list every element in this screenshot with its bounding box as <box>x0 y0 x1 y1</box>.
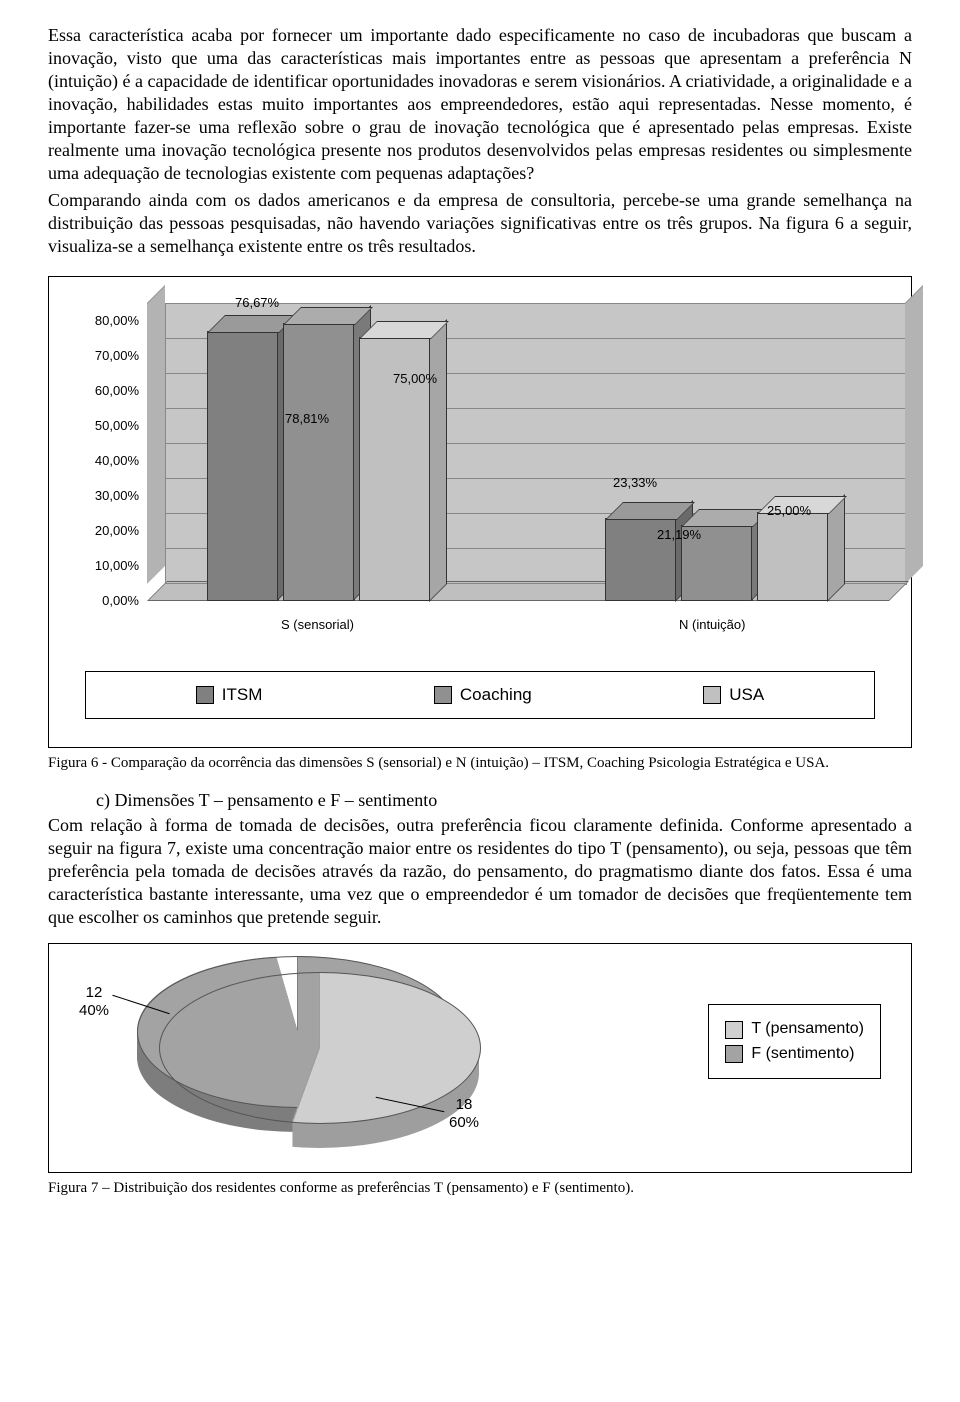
legend-item: ITSM <box>196 684 263 706</box>
figure-6-caption: Figura 6 - Comparação da ocorrência das … <box>48 754 912 773</box>
legend-label: F (sentimento) <box>751 1044 854 1064</box>
bar-value-label: 21,19% <box>657 527 701 544</box>
pie-legend: T (pensamento) F (sentimento) <box>708 1004 881 1079</box>
y-tick-label: 60,00% <box>61 383 139 400</box>
paragraph-3: Com relação à forma de tomada de decisõe… <box>48 814 912 929</box>
section-c-heading: c) Dimensões T – pensamento e F – sentim… <box>48 789 912 812</box>
bar-chart: 0,00%10,00%20,00%30,00%40,00%50,00%60,00… <box>67 295 893 635</box>
chart-side-right <box>905 285 923 584</box>
y-tick-label: 10,00% <box>61 558 139 575</box>
bar <box>283 325 353 601</box>
legend-swatch <box>725 1045 743 1063</box>
figure-7-caption: Figura 7 – Distribuição dos residentes c… <box>48 1179 912 1198</box>
bar-value-label: 23,33% <box>613 475 657 492</box>
pie-label: 1240% <box>79 984 109 1020</box>
legend-swatch <box>434 686 452 704</box>
category-label: N (intuição) <box>679 617 745 634</box>
paragraph-2: Comparando ainda com os dados americanos… <box>48 189 912 258</box>
legend-item: USA <box>703 684 764 706</box>
legend-swatch <box>196 686 214 704</box>
chart-side-left <box>147 285 165 584</box>
legend-swatch <box>703 686 721 704</box>
bar <box>207 333 277 601</box>
y-tick-label: 70,00% <box>61 348 139 365</box>
bar-value-label: 25,00% <box>767 503 811 520</box>
y-tick-label: 20,00% <box>61 523 139 540</box>
figure-6-box: 0,00% 10,00% 20,00% 30,00% 40,00% 50,00% 60,00… <box>48 276 912 748</box>
y-tick-label: 30,00% <box>61 488 139 505</box>
y-tick-label: 0,00% <box>61 593 139 610</box>
figure-7-box: T (pensamento) F (sentimento) 1240% 1860% <box>48 943 912 1173</box>
bar-value-label: 75,00% <box>393 371 437 388</box>
legend-item: F (sentimento) <box>725 1044 864 1064</box>
pie-slice <box>159 972 481 1124</box>
legend-label: USA <box>729 684 764 706</box>
y-tick-label: 40,00% <box>61 453 139 470</box>
legend-swatch <box>725 1021 743 1039</box>
bar-value-label: 78,81% <box>285 411 329 428</box>
legend-label: ITSM <box>222 684 263 706</box>
legend-item: T (pensamento) <box>725 1019 864 1039</box>
legend-item: Coaching <box>434 684 532 706</box>
paragraph-1: Essa característica acaba por fornecer u… <box>48 24 912 185</box>
bar-value-label: 76,67% <box>235 295 279 312</box>
legend-label: T (pensamento) <box>751 1019 864 1039</box>
legend-label: Coaching <box>460 684 532 706</box>
y-tick-label: 50,00% <box>61 418 139 435</box>
category-label: S (sensorial) <box>281 617 354 634</box>
legend-box: ITSM Coaching USA <box>85 671 875 719</box>
y-tick-label: 80,00% <box>61 313 139 330</box>
bar <box>757 514 827 602</box>
pie-label: 1860% <box>449 1096 479 1132</box>
